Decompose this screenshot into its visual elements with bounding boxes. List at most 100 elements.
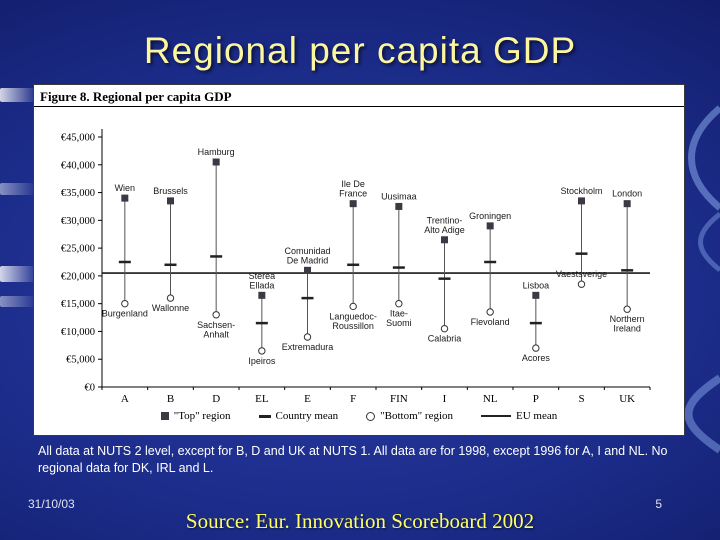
chart-legend: "Top" region Country mean "Bottom" regio… (34, 410, 684, 422)
legend-item-top-region: "Top" region (160, 410, 231, 422)
slide-title: Regional per capita GDP (143, 30, 577, 71)
region-label: Vaestsverige (556, 269, 607, 279)
region-label: France (339, 189, 367, 199)
region-label: Wien (115, 183, 136, 193)
region-label: Sterea (249, 271, 276, 281)
bottom-region-marker (440, 324, 449, 333)
category-label: UK (619, 393, 635, 405)
figure-footnote: All data at NUTS 2 level, except for B, … (38, 444, 668, 475)
region-label: Calabria (428, 334, 462, 344)
category-label: A (121, 393, 129, 405)
region-label: London (612, 189, 642, 199)
legend-item-eu-mean: EU mean (481, 410, 557, 422)
bottom-region-marker (166, 294, 175, 302)
country-mean-marker (529, 321, 542, 325)
region-label: Stockholm (560, 186, 602, 196)
y-tick-label: €15,000 (61, 299, 95, 310)
top-region-marker (212, 158, 220, 166)
y-tick-label: €45,000 (61, 133, 95, 144)
category-label: NL (483, 393, 498, 405)
region-label: Ireland (613, 324, 641, 334)
region-label: Languedoc- (329, 311, 377, 321)
country-mean-marker (575, 252, 588, 255)
figure-plot: €45,000 €40,000 €35,000 €30,000 €25,000 €20,0… (61, 129, 651, 405)
legend-label: "Bottom" region (380, 410, 454, 422)
y-tick-label: €0 (85, 383, 96, 394)
figure-title: Figure 8. Regional per capita GDP (34, 85, 684, 107)
region-label: Ipeiros (248, 356, 276, 366)
country-mean-marker (255, 321, 268, 325)
top-region-marker (121, 194, 129, 202)
legend-item-bottom-region: "Bottom" region (366, 410, 453, 422)
region-label: Uusimaa (381, 191, 417, 201)
top-region-marker (258, 291, 266, 299)
category-label: I (443, 393, 447, 405)
bottom-region-marker (258, 347, 266, 355)
top-region-marker (441, 236, 448, 244)
region-label: Sachsen- (197, 320, 235, 330)
left-stripe-decoration (0, 266, 34, 282)
right-swoosh-decoration (684, 105, 720, 454)
bottom-region-marker-icon (366, 411, 376, 421)
top-region-marker (623, 200, 631, 208)
legend-label: EU mean (516, 410, 558, 422)
bottom-region-marker (303, 333, 312, 341)
region-label: Acores (522, 353, 551, 363)
source-credit: Source: Eur. Innovation Scoreboard 2002 (185, 509, 535, 533)
category-label: P (533, 393, 539, 405)
country-mean-marker-icon (258, 414, 271, 418)
country-mean-marker (301, 296, 314, 300)
top-region-marker (578, 197, 585, 205)
region-label: Northern (610, 314, 645, 324)
bottom-region-marker (577, 280, 586, 288)
country-mean-marker (164, 263, 177, 267)
country-mean-marker (438, 277, 451, 280)
category-label: E (304, 393, 311, 405)
y-tick-label: €30,000 (61, 216, 95, 227)
slide-date: 31/10/03 (28, 497, 75, 511)
category-label: D (212, 393, 220, 405)
top-region-marker (395, 202, 403, 210)
region-label: De Madrid (287, 255, 329, 265)
region-label: Itae- (390, 309, 408, 319)
bottom-region-marker (395, 299, 403, 308)
country-mean-marker (347, 263, 360, 267)
region-label: Trentino- (427, 215, 463, 225)
category-label: B (167, 393, 174, 405)
region-label: Ile De (341, 179, 365, 189)
category-label: F (350, 393, 356, 405)
y-tick-label: €10,000 (61, 327, 95, 338)
category-label: FIN (390, 393, 408, 405)
region-label: Comunidad (284, 246, 330, 256)
top-region-marker (167, 197, 174, 205)
slide-page-number: 5 (655, 497, 662, 511)
y-tick-label: €40,000 (61, 160, 95, 171)
left-stripe-decoration (0, 296, 34, 307)
region-label: Wallonne (152, 303, 189, 313)
country-mean-marker (118, 260, 131, 264)
region-label: Brussels (153, 186, 188, 196)
top-region-marker-icon (160, 412, 169, 420)
country-mean-marker (210, 255, 223, 258)
country-mean-marker (621, 269, 634, 272)
region-label: Lisboa (523, 280, 550, 290)
legend-label: "Top" region (173, 410, 231, 422)
top-region-marker (349, 200, 357, 208)
category-label: S (578, 393, 584, 405)
region-label: Burgenland (102, 309, 148, 319)
bottom-region-marker (121, 299, 129, 308)
left-stripe-decoration (0, 88, 34, 102)
category-label: EL (255, 393, 269, 405)
legend-item-country-mean: Country mean (258, 410, 339, 422)
region-label: Ellada (249, 280, 274, 290)
region-label: Suomi (386, 318, 412, 328)
bottom-region-marker (623, 305, 631, 313)
country-mean-marker (392, 266, 405, 269)
legend-label: Country mean (275, 410, 339, 422)
region-label: Extremadura (282, 342, 334, 352)
eu-mean-line-icon (481, 415, 512, 417)
region-label: Alto Adige (424, 225, 465, 235)
region-label: Roussillon (332, 321, 374, 331)
top-region-marker (532, 291, 540, 299)
